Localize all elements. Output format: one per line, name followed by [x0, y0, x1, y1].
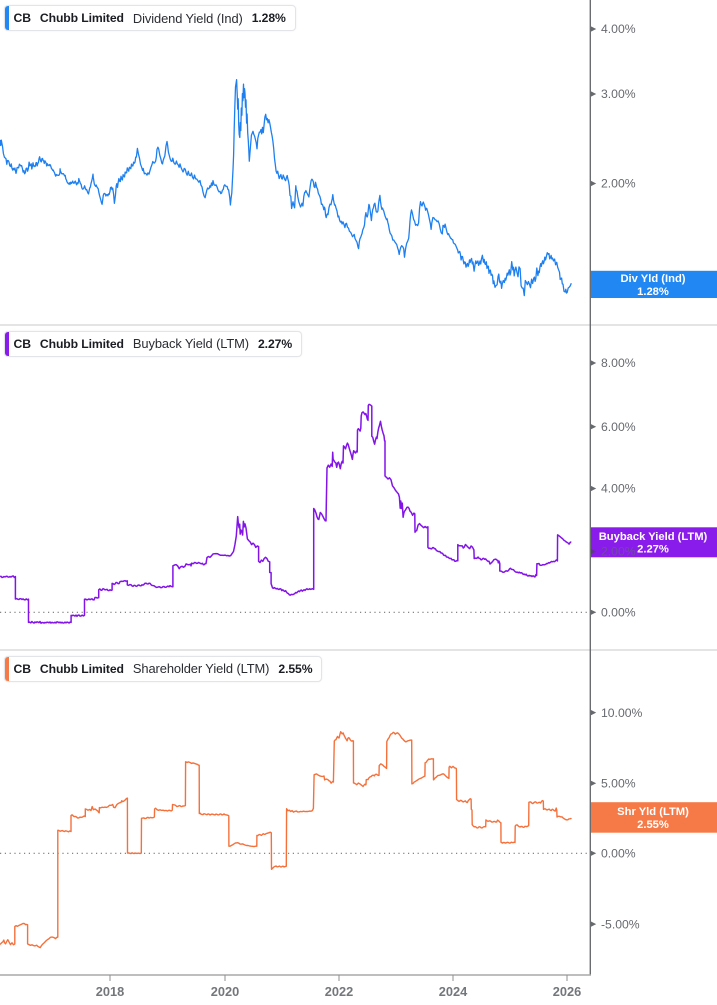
svg-text:8.00%: 8.00% [601, 356, 636, 370]
svg-text:2018: 2018 [96, 984, 124, 999]
svg-text:0.00%: 0.00% [601, 606, 636, 620]
svg-text:4.00%: 4.00% [601, 22, 636, 36]
svg-text:Shr Yld (LTM): Shr Yld (LTM) [617, 806, 689, 818]
svg-text:Div Yld (Ind): Div Yld (Ind) [620, 273, 685, 285]
svg-text:2.00%: 2.00% [601, 545, 636, 559]
svg-text:3.00%: 3.00% [601, 87, 636, 101]
svg-text:2.00%: 2.00% [601, 177, 636, 191]
svg-text:2022: 2022 [325, 984, 353, 999]
svg-text:Buyback Yield (LTM): Buyback Yield (LTM) [599, 531, 708, 543]
svg-text:2020: 2020 [211, 984, 239, 999]
svg-text:5.00%: 5.00% [601, 777, 636, 791]
svg-text:1.28%: 1.28% [637, 286, 669, 298]
svg-text:2.27%: 2.27% [637, 544, 669, 556]
svg-text:2.55%: 2.55% [637, 819, 669, 831]
svg-text:10.00%: 10.00% [601, 706, 642, 720]
svg-text:-5.00%: -5.00% [601, 917, 640, 931]
svg-text:2026: 2026 [553, 984, 581, 999]
svg-text:6.00%: 6.00% [601, 420, 636, 434]
svg-text:0.00%: 0.00% [601, 847, 636, 861]
svg-text:2024: 2024 [439, 984, 468, 999]
svg-text:4.00%: 4.00% [601, 482, 636, 496]
